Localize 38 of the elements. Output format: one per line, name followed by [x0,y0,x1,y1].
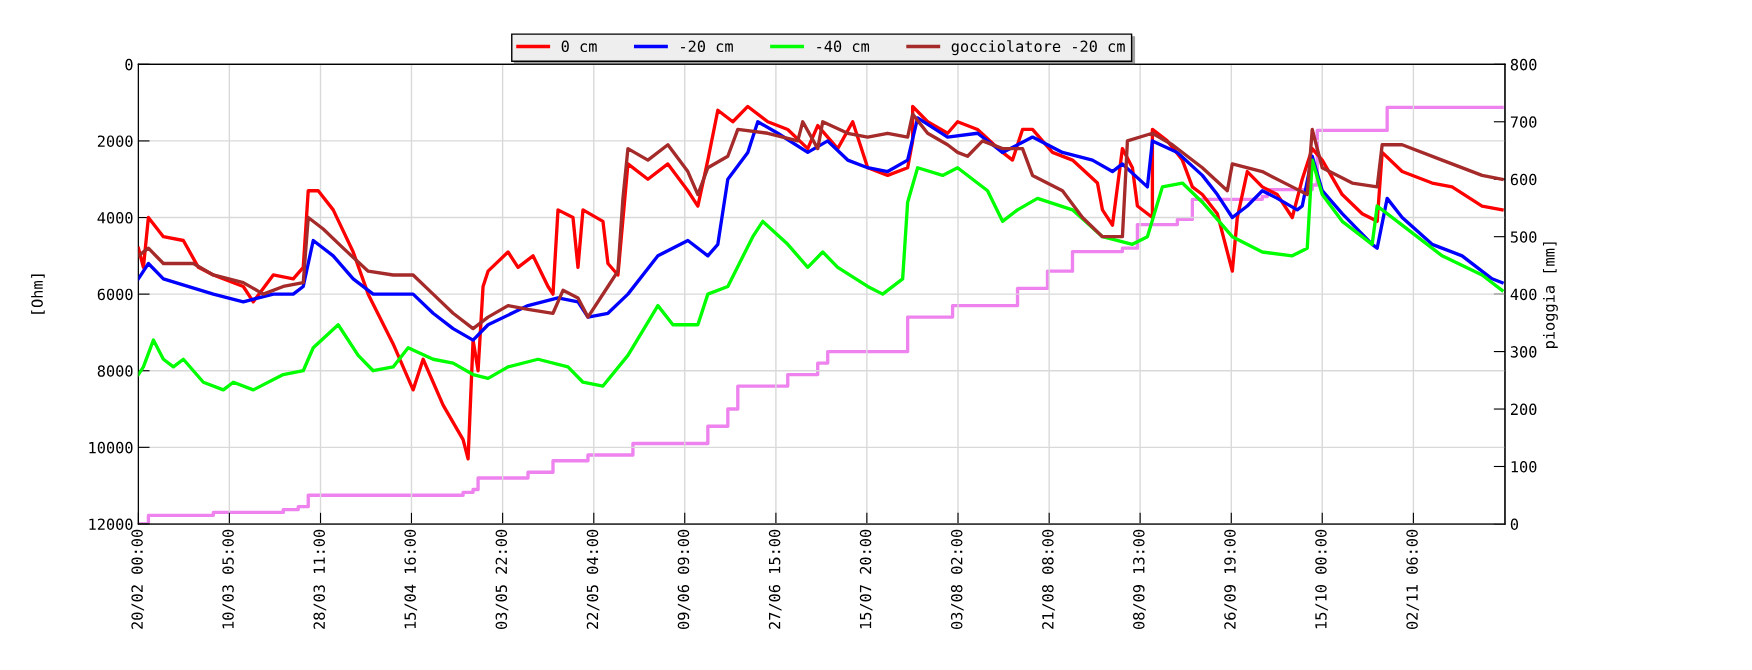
x-tick-label: 26/09 19:00 [1224,529,1237,629]
y-tick-label: 0 [125,58,133,71]
x-tick-label: 02/11 06:00 [1406,529,1420,629]
legend-label: -40 cm [817,40,870,53]
x-tick-label: 27/06 15:00 [768,529,782,629]
y2-tick-label: 700 [1510,116,1537,128]
y2-tick-label: 400 [1510,288,1537,301]
y2-tick-label: 100 [1511,460,1537,473]
y-tick-label: 8000 [97,365,133,377]
x-tick-label: 03/05 22:00 [495,529,509,629]
y2-axis-title: pioggia [mm] [1542,242,1558,348]
y2-tick-label: 800 [1510,58,1537,71]
x-tick-label: 09/06 09:00 [677,529,691,629]
x-tick-label: 15/07 20:00 [859,529,873,629]
y-axis-title: [Ohm] [31,274,45,314]
y2-tick-label: 600 [1510,173,1537,186]
legend-label: -20 cm [681,40,733,53]
y-tick-label: 2000 [97,135,133,147]
y2-tick-label: 500 [1510,231,1537,243]
x-tick-label: 03/08 02:00 [950,529,964,629]
x-tick-label: 10/03 05:00 [222,529,236,629]
line-series [138,158,1504,392]
legend-label: 0 cm [561,40,597,53]
y-tick-label: 6000 [97,288,133,301]
legend-label: gocciolatore -20 cm [951,40,1125,56]
x-tick-label: 08/09 13:00 [1133,529,1146,629]
x-tick-label: 15/10 00:00 [1315,529,1328,629]
y2-tick-label: 300 [1510,346,1537,358]
x-tick-label: 15/04 16:00 [404,529,418,629]
x-tick-label: 21/08 08:00 [1042,529,1055,629]
x-tick-label: 22/05 04:00 [586,529,600,629]
y-tick-label: 4000 [97,212,133,224]
y-tick-label: 10000 [89,441,133,454]
x-tick-label: 28/03 11:00 [313,529,327,629]
y-tick-label: 12000 [89,518,133,530]
y2-tick-label: 0 [1510,518,1519,530]
y2-tick-label: 200 [1510,403,1537,416]
x-tick-label: 20/02 00:00 [131,529,145,629]
